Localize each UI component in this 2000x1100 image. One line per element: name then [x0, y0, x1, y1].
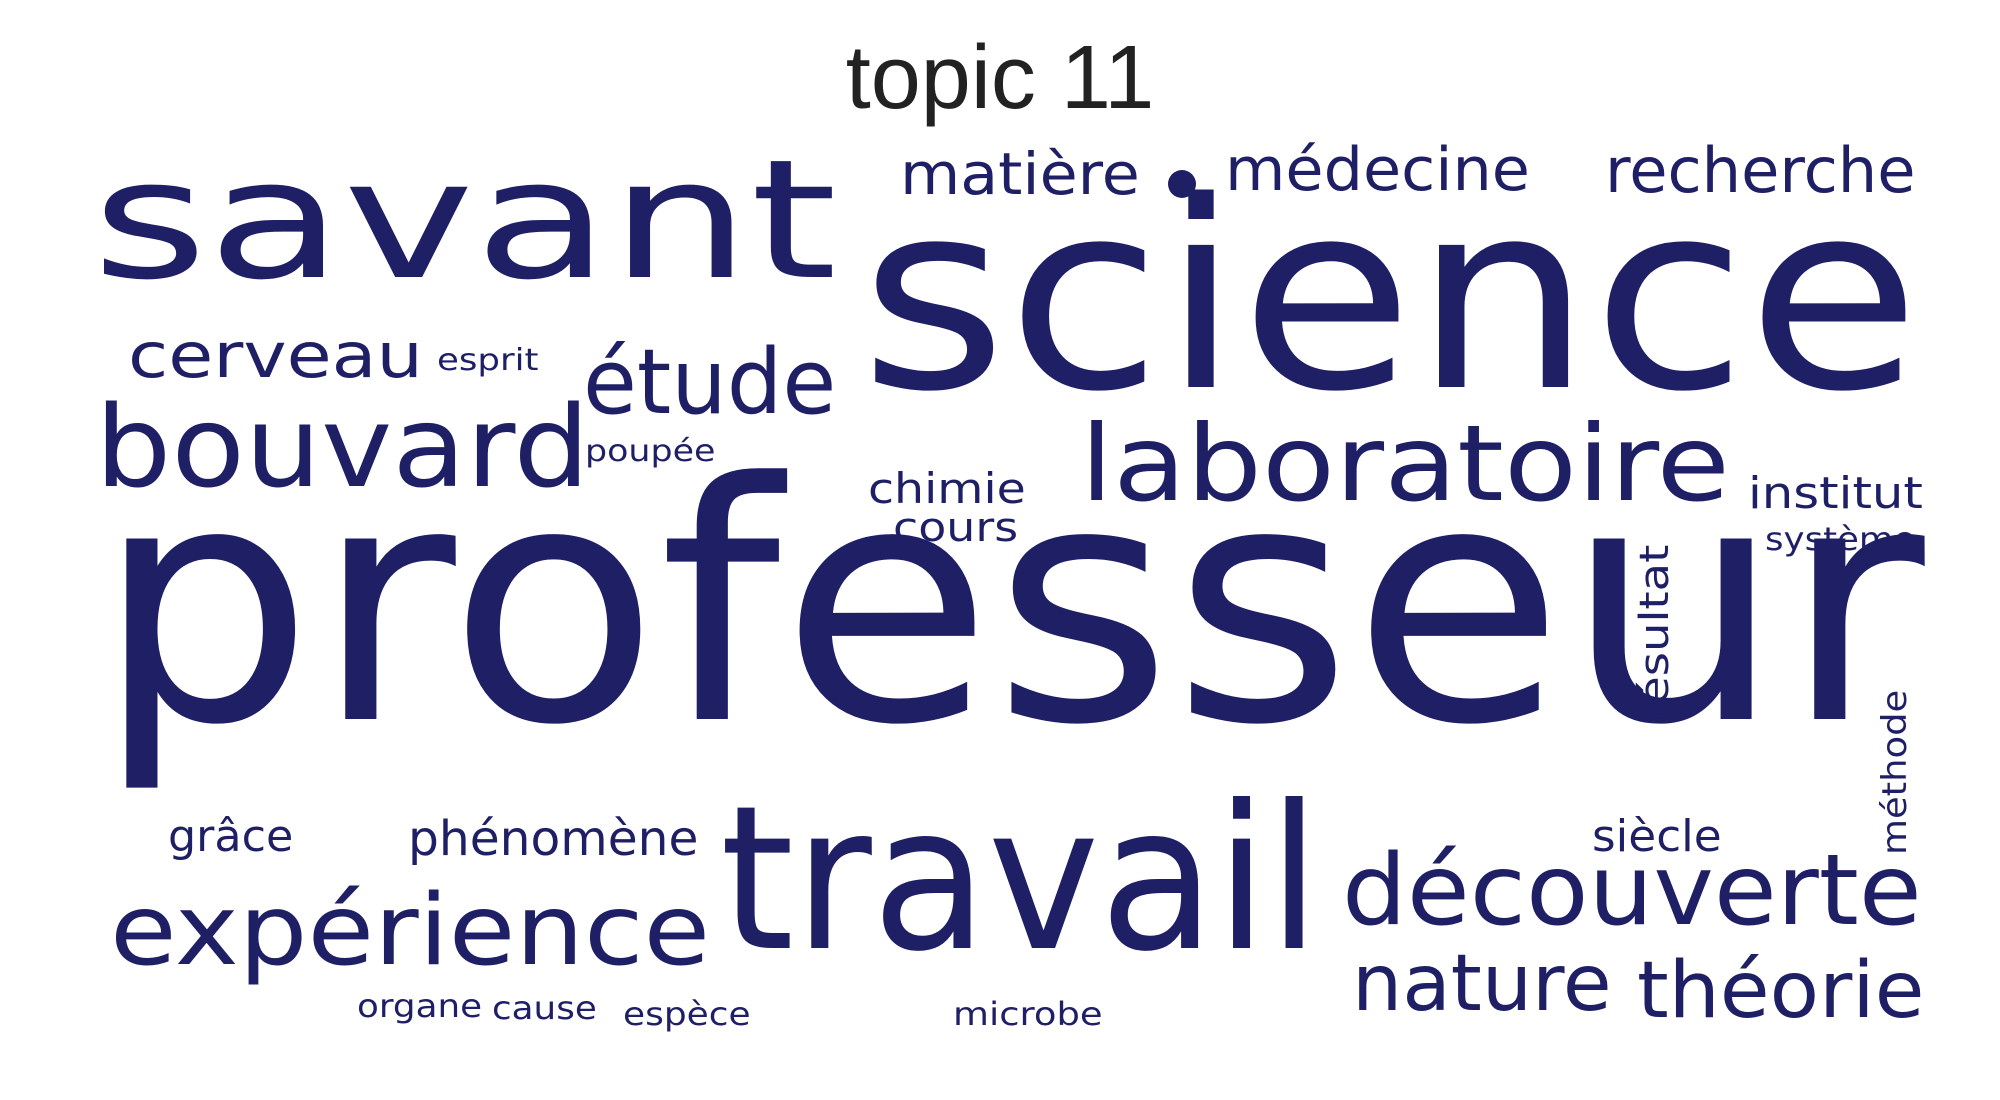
word-21: résultat [1632, 544, 1678, 723]
word-4: laboratoire [1080, 403, 1730, 525]
word-16: chimie [868, 464, 1026, 513]
word-28: espèce [623, 995, 751, 1033]
word-3: travail [720, 763, 1321, 996]
word-23: méthode [1875, 689, 1915, 855]
word-29: microbe [953, 995, 1103, 1033]
word-14: cerveau [128, 319, 423, 392]
word-9: théorie [1637, 946, 1925, 1036]
word-6: découverte [1342, 834, 1922, 948]
word-2: savant [92, 124, 838, 316]
word-22: système [1765, 520, 1916, 558]
word-8: étude [583, 330, 837, 435]
word-25: poupée [585, 434, 716, 469]
bullet-dot [1168, 170, 1196, 198]
word-0: professeur [95, 413, 1925, 797]
word-19: siècle [1592, 811, 1722, 862]
word-1: science [860, 147, 1921, 449]
word-24: esprit [437, 343, 539, 378]
word-11: recherche [1605, 134, 1916, 207]
word-15: institut [1748, 468, 1923, 519]
page-title: topic 11 [845, 28, 1155, 128]
word-26: organe [357, 987, 483, 1025]
word-18: cours [893, 505, 1019, 551]
word-20: grâce [168, 811, 294, 862]
word-5: bouvard [95, 383, 590, 513]
word-27: cause [492, 989, 597, 1027]
word-13: matière [900, 140, 1140, 208]
word-10: nature [1352, 939, 1612, 1029]
word-12: médecine [1225, 135, 1530, 205]
word-17: phénomène [408, 811, 699, 867]
word-7: expérience [110, 874, 711, 988]
